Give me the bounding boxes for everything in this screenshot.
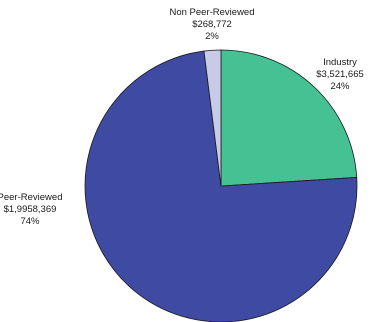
slice-label-industry-percent: 24% (330, 81, 350, 92)
slice-label-industry-name: Industry (323, 57, 357, 68)
slice-label-industry-amount: $3,521,665 (316, 69, 364, 80)
pie-slice-non-peer-reviewed (203, 49, 222, 187)
slice-label-peer-reviewed-amount: $1,9958,369 (4, 204, 57, 215)
slice-label-peer-reviewed-percent: 74% (20, 216, 40, 227)
slice-label-non-peer-reviewed-name: Non Peer-Reviewed (169, 7, 254, 18)
slice-label-industry: Industry $3,521,665 24% (316, 57, 364, 92)
slice-label-non-peer-reviewed: Non Peer-Reviewed $268,772 2% (169, 7, 254, 42)
slice-label-non-peer-reviewed-percent: 2% (205, 31, 219, 42)
pie-slices (84, 49, 358, 322)
pie-slice-peer-reviewed (84, 50, 358, 322)
slice-label-peer-reviewed-name: Peer-Reviewed (0, 192, 62, 203)
pie-slice-industry (220, 49, 358, 187)
slice-label-non-peer-reviewed-amount: $268,772 (192, 19, 232, 30)
slice-label-peer-reviewed: Peer-Reviewed $1,9958,369 74% (0, 192, 62, 227)
